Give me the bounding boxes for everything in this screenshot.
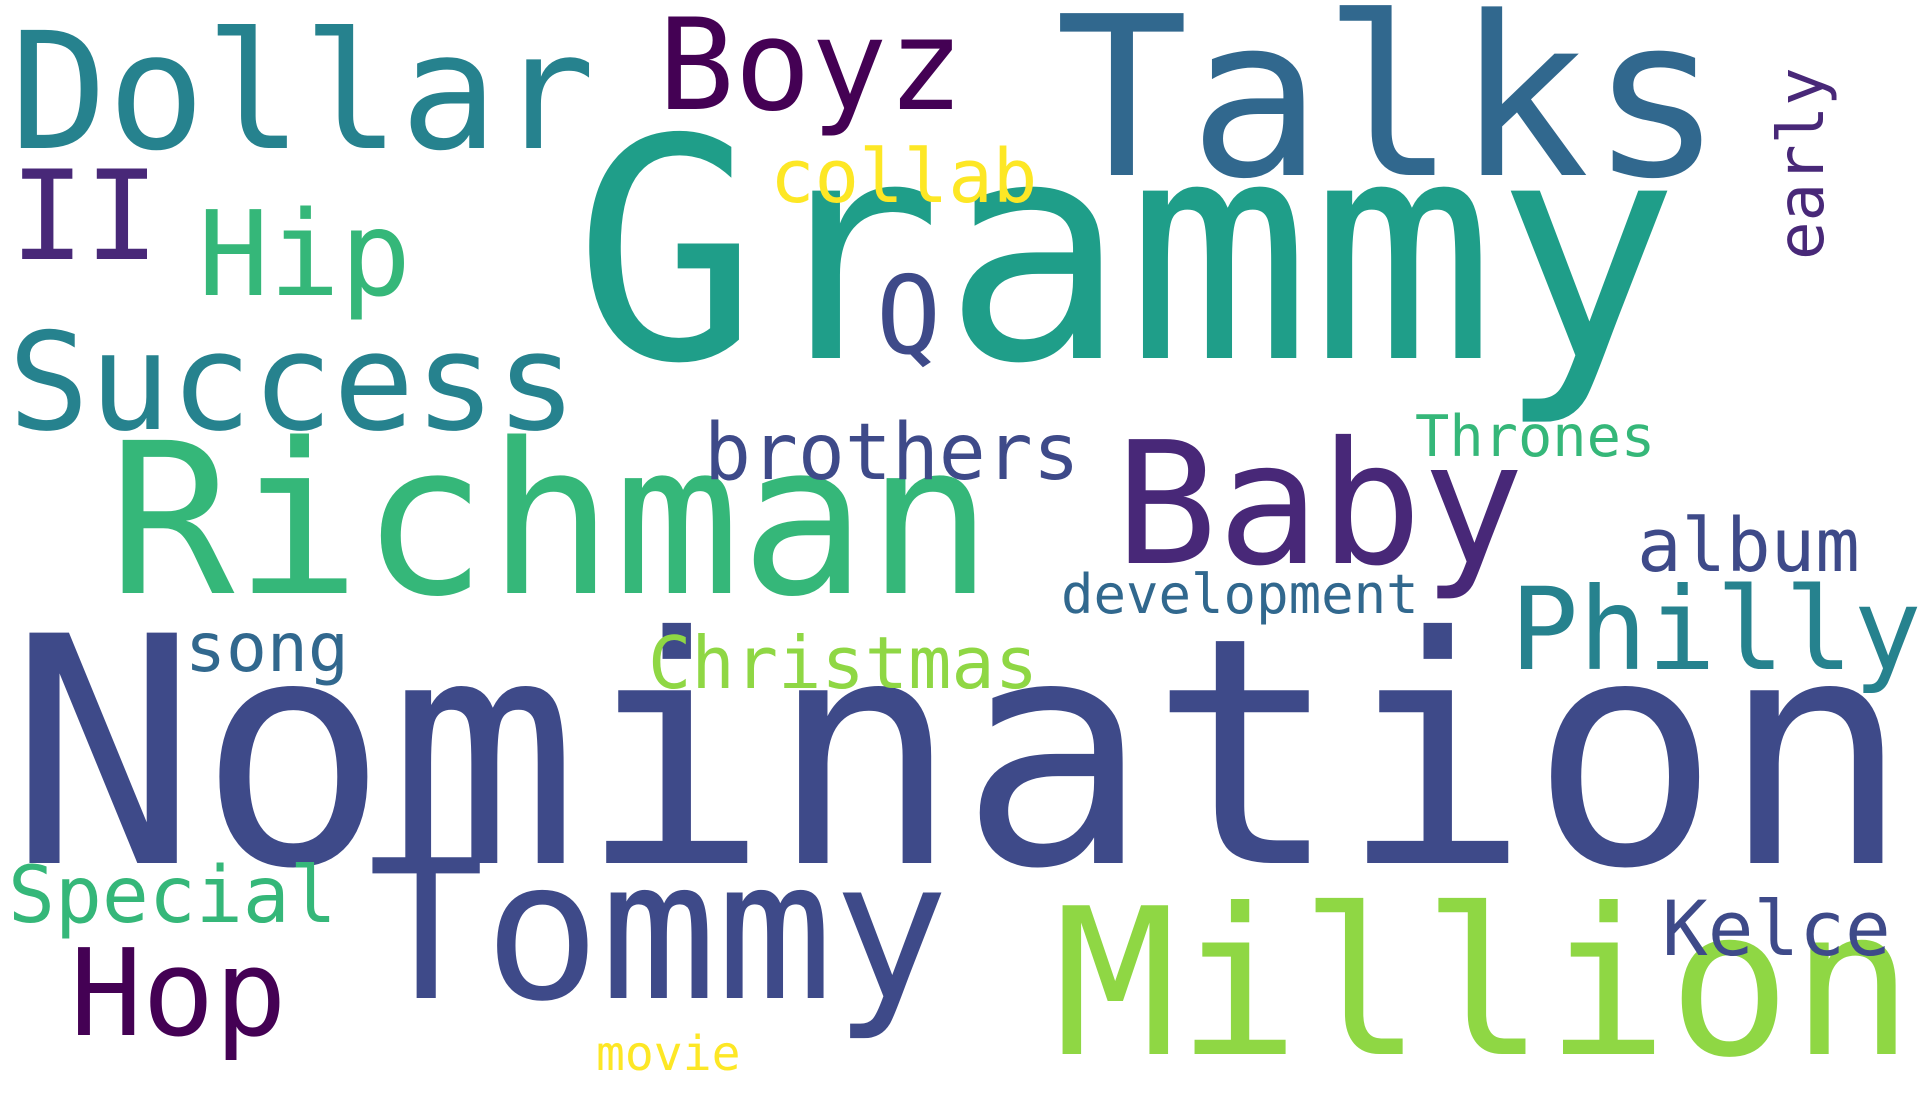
word-movie: movie: [596, 1026, 741, 1082]
word-boyz: Boyz: [658, 0, 964, 139]
word-talks: Talks: [1055, 0, 1724, 228]
word-thrones: Thrones: [1415, 404, 1656, 470]
word-q: Q: [876, 254, 942, 379]
word-kelce: Kelce: [1662, 884, 1891, 973]
word-song: song: [185, 609, 349, 688]
word-success: Success: [8, 304, 577, 461]
word-dollar: Dollar: [10, 0, 596, 187]
word-brothers: brothers: [704, 408, 1080, 498]
word-collab: collab: [770, 134, 1038, 220]
word-richman: Richman: [108, 398, 994, 643]
word-album: album: [1637, 503, 1860, 589]
word-tommy: Tommy: [368, 819, 949, 1044]
word-philly: Philly: [1510, 563, 1920, 696]
word-million: Million: [1054, 866, 1914, 1103]
word-nominations: Nominations: [8, 570, 1920, 938]
word-development: development: [1061, 563, 1419, 626]
word-ii: II: [10, 145, 160, 289]
word-grammy: Grammy: [574, 75, 1680, 431]
word-baby: Baby: [1115, 406, 1525, 604]
word-hop: Hop: [70, 925, 287, 1064]
word-cloud: Grammy Nominations Richman Talks Dollar …: [8, 0, 1920, 1087]
word-christmas: Christmas: [648, 621, 1039, 705]
word-early: early: [1765, 67, 1839, 260]
word-special: Special: [8, 851, 337, 941]
word-hip: Hip: [198, 185, 412, 323]
